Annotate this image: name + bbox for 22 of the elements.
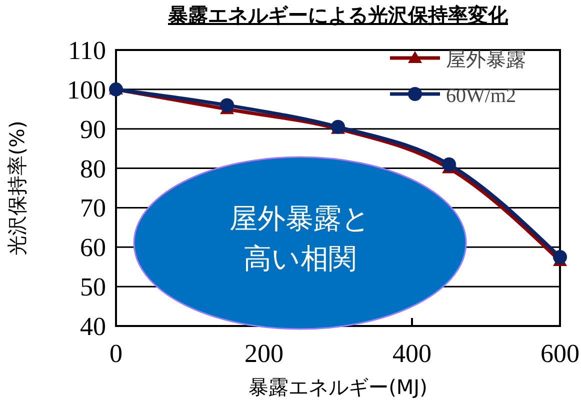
x-tick-label: 200 [244, 339, 284, 368]
x-tick-label: 0 [110, 339, 122, 368]
point [553, 250, 567, 264]
y-tick-label: 60 [80, 233, 106, 262]
annotation: 高い相関 [244, 242, 356, 275]
chart-title: 暴露エネルギーによる光沢保持率変化 [167, 3, 509, 27]
x-axis-title: 暴露エネルギー(MJ) [248, 375, 428, 399]
y-tick-label: 100 [67, 75, 106, 104]
legend-label: 屋外暴露 [446, 47, 526, 71]
legend-label: 60W/m2 [446, 85, 516, 107]
y-axis-title: 光沢保持率(%) [5, 120, 29, 256]
y-tick-label: 80 [80, 154, 106, 184]
y-tick-label: 40 [80, 312, 106, 341]
x-tick-label: 400 [392, 339, 432, 368]
annotation: 屋外暴露と [230, 202, 370, 235]
y-tick-label: 90 [80, 114, 106, 144]
y-tick-label: 110 [68, 36, 106, 65]
x-tick-label: 600 [540, 339, 580, 368]
y-tick-label: 70 [80, 194, 106, 223]
point [220, 98, 234, 112]
point [442, 157, 456, 172]
y-tick-label: 50 [80, 272, 106, 302]
